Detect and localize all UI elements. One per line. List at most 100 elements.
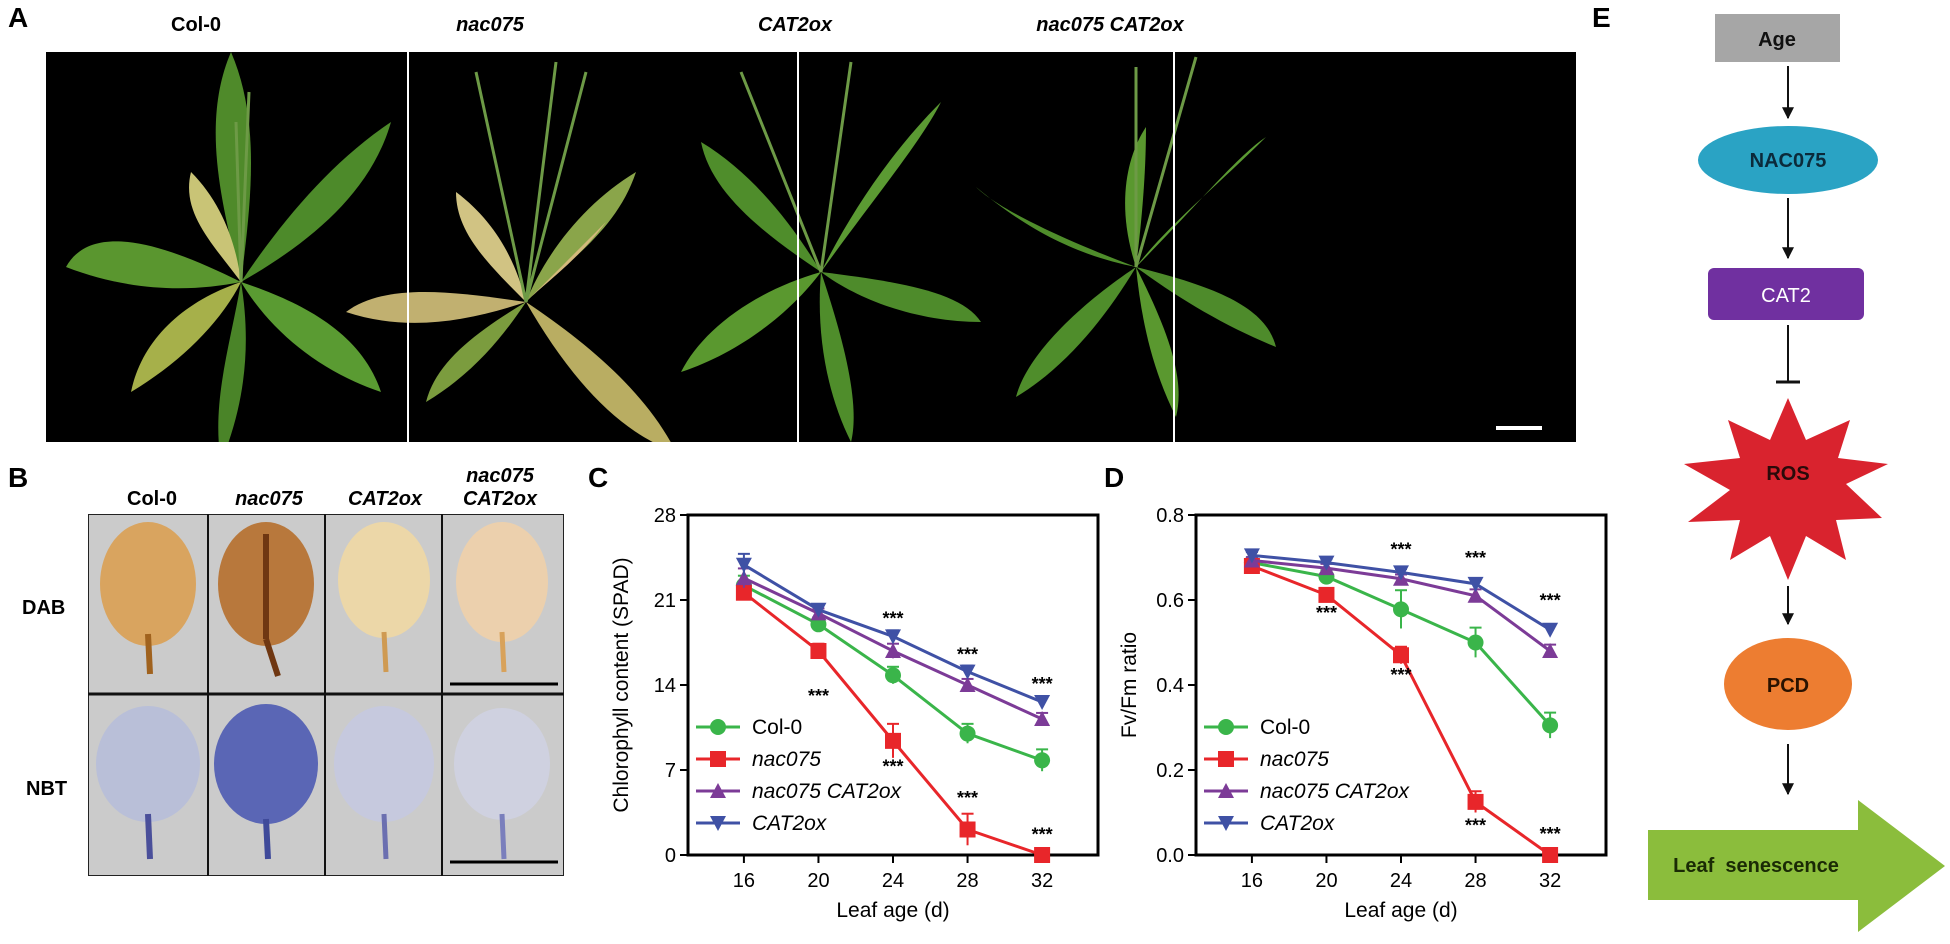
age-label: Age — [1758, 29, 1796, 51]
chartc-legend-marker — [710, 719, 726, 735]
chartc-legend-label: CAT2ox — [752, 812, 828, 835]
chartd-point — [1467, 793, 1484, 810]
panel-b-letter: B — [8, 462, 29, 493]
chartd-point — [1393, 601, 1409, 618]
panel-b-col-nac075-cat2ox-line1: nac075 — [466, 465, 534, 487]
chartd-point — [1467, 587, 1484, 603]
chartc-significance: *** — [882, 608, 903, 628]
chartd-legend-marker — [1218, 751, 1234, 767]
chartd-legend-label: CAT2ox — [1260, 812, 1336, 835]
panel-c-letter: C — [588, 462, 609, 493]
chartd-xtick-label: 28 — [1464, 870, 1486, 892]
chartd-ytick-label: 0.0 — [1156, 845, 1184, 867]
panel-a-letter: A — [8, 2, 29, 33]
chartc-ylabel: Chlorophyll content (SPAD) — [610, 557, 633, 812]
chartc-point — [959, 725, 976, 742]
chartd-ylabel: Fv/Fm ratio — [1118, 632, 1141, 738]
panel-d-letter: D — [1104, 462, 1125, 493]
chartd-significance: *** — [1390, 539, 1411, 559]
chartd-point — [1393, 647, 1409, 664]
chartc-point — [885, 732, 901, 749]
panel-a-label-col0: Col-0 — [171, 14, 221, 36]
chartc-point — [810, 602, 827, 618]
chartc-point — [735, 570, 752, 586]
chartc-point — [735, 557, 752, 573]
dab-leaf-nac075 — [218, 522, 314, 677]
chartd-point — [1393, 565, 1409, 581]
chartd-xtick-label: 20 — [1315, 870, 1337, 892]
chartd-significance: *** — [1316, 603, 1337, 623]
chartc-point — [1034, 695, 1051, 710]
chartd-point — [1542, 622, 1559, 638]
chartd-significance: *** — [1390, 665, 1411, 685]
chartd-series-line-0 — [1251, 561, 1552, 727]
chartc-legend-label: nac075 CAT2ox — [752, 780, 903, 803]
chartd-ytick-label: 0.8 — [1156, 505, 1184, 527]
chartc-significance: *** — [957, 645, 978, 665]
chartc-legend-label: Col-0 — [752, 716, 802, 739]
chartd-point — [1467, 634, 1484, 651]
chartc-point — [959, 677, 976, 692]
chartc-legend-marker — [710, 783, 726, 798]
ros-starburst — [1684, 398, 1888, 580]
panel-b-col-col0: Col-0 — [127, 488, 177, 510]
nac075-ellipse — [1698, 126, 1878, 194]
senescence-label: Leaf senescence — [1673, 855, 1839, 877]
chartd-point — [1318, 586, 1335, 603]
senescence-arrow — [1648, 800, 1945, 932]
chartd-significance: *** — [1465, 548, 1486, 568]
chartc-xtick-label: 32 — [1031, 870, 1053, 892]
pcd-label: PCD — [1767, 675, 1809, 697]
rosette-nac075 — [346, 61, 671, 442]
chartc-legend-marker — [710, 816, 726, 831]
chartd-point — [1542, 847, 1559, 863]
nac075-label: NAC075 — [1750, 150, 1827, 172]
chartd-significance: *** — [1540, 824, 1561, 844]
chartd-legend-label: nac075 — [1260, 748, 1329, 771]
ros-label: ROS — [1766, 463, 1809, 485]
rosette-cat2ox — [681, 61, 981, 442]
chartc-point — [885, 667, 901, 684]
panel-b-row-dab: DAB — [22, 597, 66, 619]
rosette-nac075-cat2ox — [976, 56, 1276, 417]
chartd-xtick-label: 32 — [1539, 870, 1561, 892]
chartc-xtick-label: 24 — [882, 870, 904, 892]
chartd-ytick-label: 0.6 — [1156, 590, 1184, 612]
plant-rosettes-illustration — [66, 52, 1542, 442]
chartd-xtick-label: 24 — [1390, 870, 1412, 892]
chartd-ytick-label: 0.2 — [1156, 760, 1184, 782]
chartc-ytick-label: 28 — [654, 505, 676, 527]
chartc-point — [735, 584, 752, 601]
rosette-col0 — [66, 52, 391, 442]
dab-leaf-nac075-cat2ox — [456, 522, 548, 673]
panel-e-letter: E — [1592, 2, 1611, 33]
panel-b-col-cat2ox: CAT2ox — [347, 488, 423, 510]
chartc-xtick-label: 20 — [807, 870, 829, 892]
chartd-ytick-label: 0.4 — [1156, 675, 1184, 697]
chartc-point — [1034, 752, 1051, 769]
cat2-box — [1708, 268, 1864, 320]
chart-c-chlorophyll: 0 7 14 21 28 16 20 24 28 32 Leaf age (d) Chlorophyl… — [610, 505, 1100, 922]
chartd-legend-marker — [1218, 719, 1234, 735]
panel-a-label-cat2ox: CAT2ox — [757, 14, 833, 36]
nbt-leaf-col0 — [96, 706, 200, 860]
panel-b-col-nac075-cat2ox-line2: CAT2ox — [462, 488, 538, 510]
dab-leaf-cat2ox — [338, 522, 430, 673]
nbt-leaf-nac075-cat2ox — [454, 708, 550, 860]
chartc-point — [885, 643, 901, 658]
chartc-point — [1034, 847, 1051, 863]
chartc-significance: *** — [1032, 824, 1053, 844]
chartc-ytick-label: 14 — [654, 675, 676, 697]
panel-a-label-nac075: nac075 — [456, 14, 524, 36]
chartd-point — [1243, 548, 1260, 564]
chartc-point — [810, 643, 827, 659]
chartc-ytick-label: 21 — [654, 590, 676, 612]
chartc-xtick-label: 28 — [956, 870, 978, 892]
chartd-point — [1318, 555, 1335, 571]
chartc-point — [885, 629, 901, 645]
chartc-xtick-label: 16 — [733, 870, 755, 892]
chartc-point — [959, 664, 976, 680]
chartc-significance: *** — [1032, 674, 1053, 694]
chartd-point — [1542, 643, 1559, 658]
plant-photo-strip — [46, 52, 1576, 442]
